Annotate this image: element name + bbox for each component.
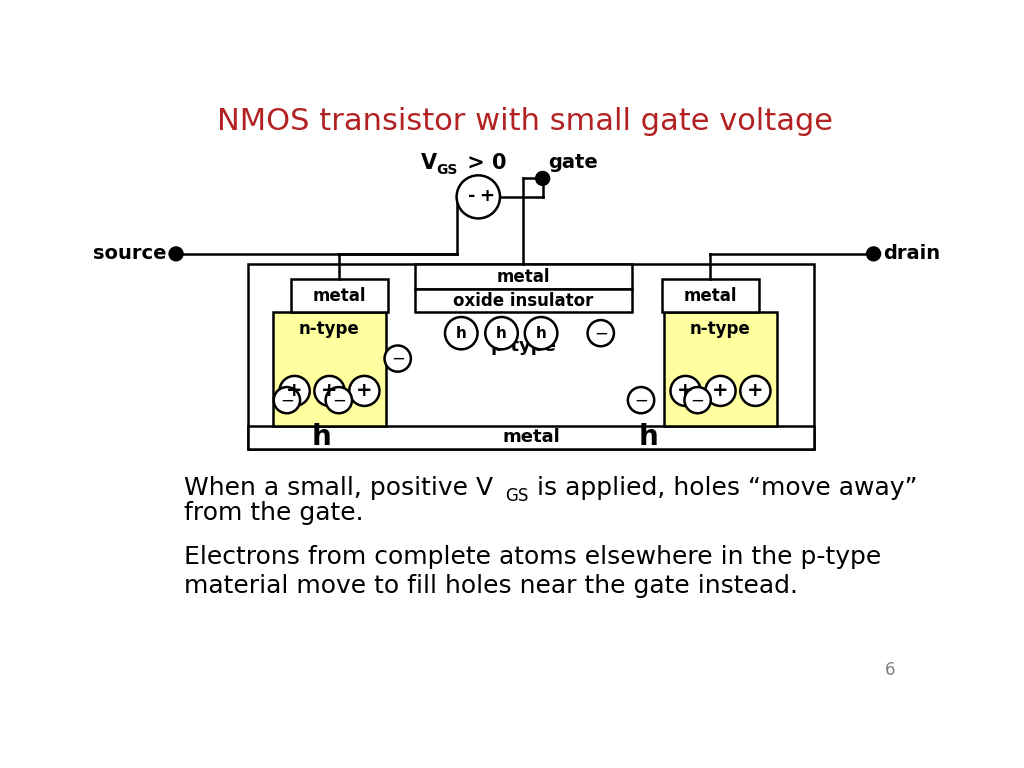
Text: metal: metal: [684, 286, 737, 305]
Text: -: -: [468, 187, 475, 205]
Text: metal: metal: [497, 267, 550, 286]
Text: source: source: [93, 244, 167, 263]
Circle shape: [280, 376, 309, 406]
Polygon shape: [273, 313, 386, 425]
Text: −: −: [332, 391, 346, 409]
Circle shape: [866, 247, 881, 261]
Circle shape: [457, 175, 500, 218]
Text: +: +: [677, 382, 694, 400]
Text: GS: GS: [436, 163, 458, 177]
Circle shape: [588, 320, 614, 346]
Circle shape: [169, 247, 183, 261]
Text: −: −: [280, 391, 294, 409]
Bar: [291, 280, 388, 313]
Text: +: +: [748, 382, 764, 400]
Text: NMOS transistor with small gate voltage: NMOS transistor with small gate voltage: [217, 107, 833, 136]
Text: from the gate.: from the gate.: [183, 502, 364, 525]
Text: Electrons from complete atoms elsewhere in the p-type: Electrons from complete atoms elsewhere …: [183, 545, 881, 569]
Bar: [415, 290, 632, 313]
Circle shape: [706, 376, 735, 406]
Circle shape: [273, 387, 300, 413]
Text: h: h: [639, 423, 658, 451]
Text: h: h: [496, 326, 507, 341]
Text: h: h: [536, 326, 547, 341]
Circle shape: [485, 317, 518, 349]
Text: −: −: [391, 349, 404, 368]
Circle shape: [525, 317, 557, 349]
Bar: [415, 264, 632, 290]
Text: h: h: [456, 326, 467, 341]
Circle shape: [628, 387, 654, 413]
Text: gate: gate: [548, 154, 598, 173]
Text: +: +: [713, 382, 729, 400]
Bar: [248, 264, 814, 449]
Text: −: −: [634, 391, 648, 409]
Text: oxide insulator: oxide insulator: [453, 292, 594, 310]
Text: When a small, positive V: When a small, positive V: [183, 476, 493, 500]
Text: −: −: [690, 391, 705, 409]
Polygon shape: [664, 313, 777, 425]
Circle shape: [385, 346, 411, 372]
Text: metal: metal: [312, 286, 366, 305]
Circle shape: [445, 317, 477, 349]
Text: +: +: [356, 382, 373, 400]
Text: h: h: [312, 423, 332, 451]
Text: 6: 6: [885, 660, 895, 679]
Text: −: −: [594, 324, 607, 343]
Bar: [248, 425, 814, 449]
Text: GS: GS: [506, 487, 528, 505]
Text: n-type: n-type: [690, 320, 751, 339]
Text: is applied, holes “move away”: is applied, holes “move away”: [528, 476, 918, 500]
Text: drain: drain: [883, 244, 940, 263]
Text: material move to fill holes near the gate instead.: material move to fill holes near the gat…: [183, 574, 798, 598]
Text: +: +: [322, 382, 338, 400]
Bar: [662, 280, 759, 313]
Circle shape: [684, 387, 711, 413]
Circle shape: [536, 171, 550, 185]
Text: +: +: [287, 382, 303, 400]
Text: > 0: > 0: [460, 153, 506, 173]
Text: n-type: n-type: [299, 320, 359, 339]
Circle shape: [326, 387, 352, 413]
Circle shape: [349, 376, 380, 406]
Text: p-type: p-type: [490, 337, 556, 356]
Circle shape: [740, 376, 770, 406]
Circle shape: [671, 376, 700, 406]
Text: V: V: [421, 153, 437, 173]
Circle shape: [314, 376, 345, 406]
Text: +: +: [479, 187, 495, 205]
Text: metal: metal: [502, 428, 560, 446]
